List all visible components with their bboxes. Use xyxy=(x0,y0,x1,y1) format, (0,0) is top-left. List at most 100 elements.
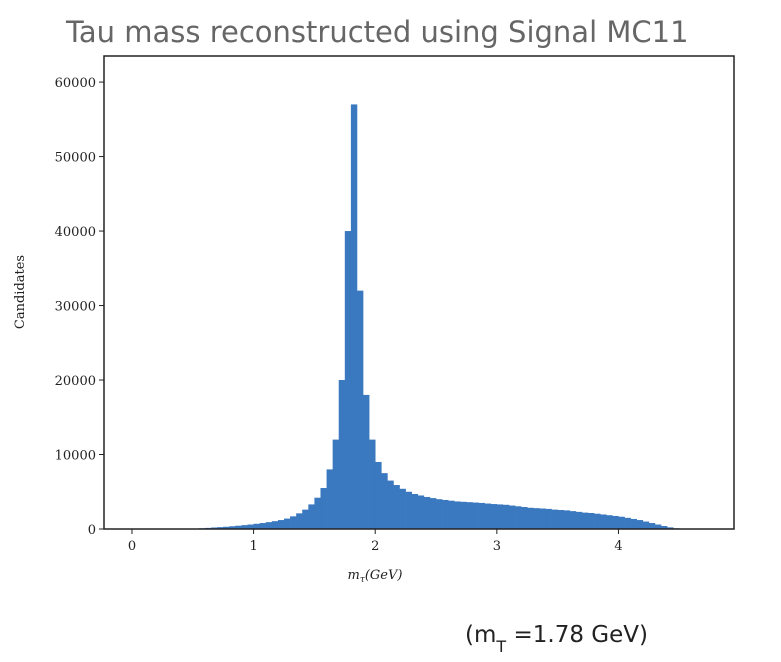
chart-title: Tau mass reconstructed using Signal MC11 xyxy=(65,15,689,49)
bar xyxy=(551,509,558,529)
bar xyxy=(533,508,540,529)
y-tick-label: 20000 xyxy=(55,374,96,389)
y-tick-label: 60000 xyxy=(55,76,96,91)
bar xyxy=(381,473,388,529)
bar xyxy=(302,509,309,529)
bar xyxy=(569,511,577,529)
bar xyxy=(539,508,546,529)
bar xyxy=(466,502,473,529)
bar xyxy=(429,498,437,529)
bar xyxy=(241,525,248,529)
bar xyxy=(636,520,644,529)
bar xyxy=(448,500,455,529)
bar xyxy=(417,495,425,529)
bar xyxy=(454,501,461,529)
x-tick-label: 2 xyxy=(371,539,379,554)
bar xyxy=(618,516,625,529)
bar xyxy=(509,505,516,529)
bar xyxy=(229,526,236,529)
bar xyxy=(442,499,449,529)
bar xyxy=(271,521,279,529)
bar xyxy=(259,523,267,529)
y-axis-label: Candidates xyxy=(13,255,28,329)
bar xyxy=(527,507,534,529)
annotation-prefix: (m xyxy=(465,622,496,648)
bar xyxy=(405,491,413,529)
x-tick-label: 0 xyxy=(128,539,136,554)
bar xyxy=(545,508,552,529)
bar xyxy=(667,527,674,529)
bar xyxy=(265,522,273,529)
bar xyxy=(350,104,358,529)
bar xyxy=(606,515,613,529)
y-tick-label: 40000 xyxy=(55,225,96,240)
bar xyxy=(490,504,498,529)
bar xyxy=(308,504,315,529)
bar xyxy=(217,527,224,529)
bar xyxy=(387,480,394,529)
x-axis-label: mτ(GeV) xyxy=(348,568,403,585)
bar xyxy=(472,502,479,529)
bar xyxy=(612,515,619,529)
x-tick-label: 1 xyxy=(249,539,257,554)
x-tick-label: 4 xyxy=(614,539,622,554)
bar xyxy=(338,380,346,529)
bar xyxy=(600,514,607,529)
bar xyxy=(521,507,528,529)
bar xyxy=(624,517,631,529)
bar xyxy=(332,439,340,529)
bar xyxy=(423,496,431,529)
bar xyxy=(314,497,321,529)
bar xyxy=(502,504,510,529)
bar xyxy=(296,513,303,529)
axes-frame xyxy=(103,55,735,530)
bar xyxy=(648,523,656,529)
bar xyxy=(277,520,285,529)
plot-area xyxy=(180,104,692,529)
bar xyxy=(588,512,595,529)
bar xyxy=(594,513,601,529)
bar xyxy=(515,506,522,529)
bar xyxy=(375,461,382,529)
bar xyxy=(411,493,419,529)
x-tick-label: 3 xyxy=(493,539,501,554)
bar xyxy=(484,503,492,529)
x-label-base: m xyxy=(348,568,360,583)
bar xyxy=(393,485,400,529)
bar xyxy=(223,526,230,529)
x-label-suffix: (GeV) xyxy=(365,568,403,583)
bar xyxy=(326,469,333,529)
bar xyxy=(253,523,260,529)
bar xyxy=(356,290,364,529)
x-label-sub: τ xyxy=(360,575,366,585)
bar xyxy=(320,488,327,529)
bar xyxy=(247,524,254,529)
bar xyxy=(581,512,589,529)
y-tick-label: 0 xyxy=(88,523,96,538)
bar xyxy=(661,526,668,529)
y-tick-label: 10000 xyxy=(55,449,96,464)
bar xyxy=(478,502,485,529)
bar xyxy=(496,504,504,529)
annotation: (mT =1.78 GeV) xyxy=(465,622,648,656)
bar xyxy=(369,439,376,529)
bar xyxy=(344,231,352,529)
annotation-suffix: =1.78 GeV) xyxy=(506,622,648,648)
bar xyxy=(575,511,583,529)
bar xyxy=(284,518,291,529)
bar xyxy=(654,524,662,529)
y-tick-label: 50000 xyxy=(55,151,96,166)
bar xyxy=(642,521,650,529)
bar xyxy=(630,518,638,529)
bar xyxy=(235,525,242,529)
bar xyxy=(563,510,571,529)
bar xyxy=(557,510,565,529)
bar xyxy=(436,499,443,529)
bar xyxy=(399,488,406,529)
bar xyxy=(363,394,370,529)
annotation-sub: T xyxy=(495,637,506,656)
bar xyxy=(290,516,297,529)
bar xyxy=(460,501,467,529)
